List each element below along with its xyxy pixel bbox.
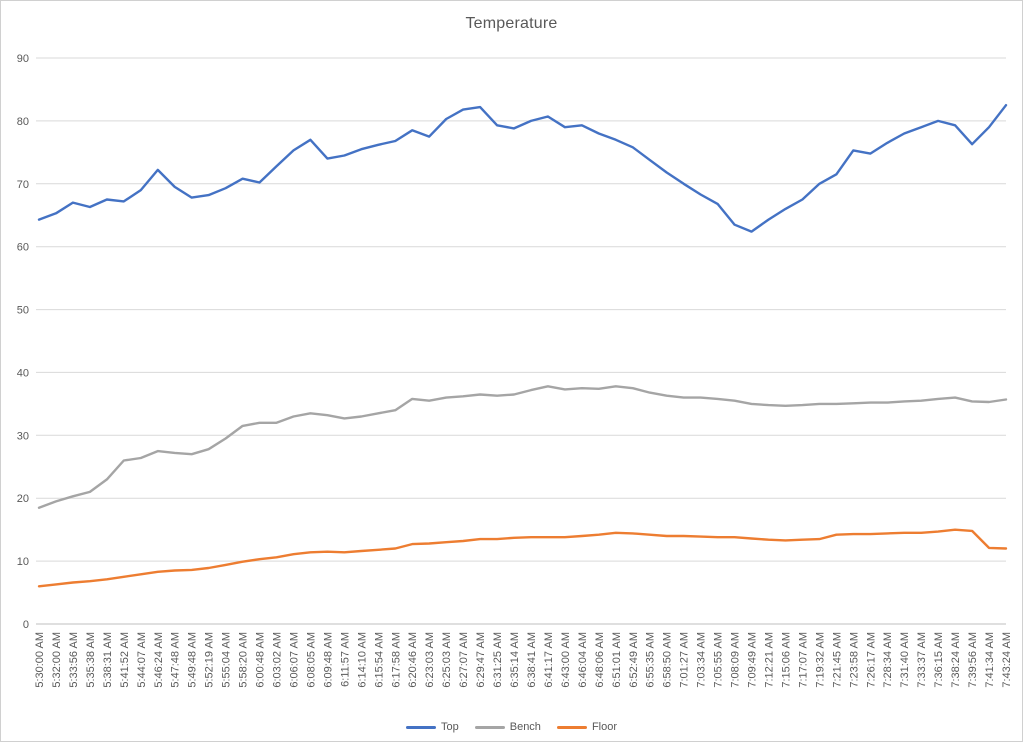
legend-label-floor: Floor [591, 721, 617, 733]
y-axis-tick-label: 90 [17, 53, 29, 65]
y-axis-tick-label: 80 [17, 116, 29, 128]
x-axis-tick-label: 5:44:07 AM [136, 632, 148, 688]
y-axis-tick-label: 10 [17, 556, 29, 568]
y-axis-tick-label: 30 [17, 430, 29, 442]
legend-item-floor[interactable]: Floor [556, 721, 617, 733]
x-axis-tick-label: 7:15:06 AM [781, 632, 793, 688]
x-axis-tick-label: 6:51:01 AM [611, 632, 623, 688]
x-axis-tick-label: 7:26:17 AM [865, 632, 877, 688]
x-axis-tick-label: 5:41:52 AM [119, 632, 131, 688]
series-line-top [37, 103, 1008, 233]
x-axis-tick-label: 6:15:54 AM [373, 632, 385, 688]
series-line-bench [37, 385, 1008, 509]
chart-legend: Top Bench Floor [1, 721, 1022, 733]
legend-label-bench: Bench [509, 721, 541, 733]
x-axis-tick-label: 6:35:14 AM [509, 632, 521, 688]
x-axis-tick-label: 6:20:46 AM [407, 632, 419, 688]
x-axis-tick-label: 7:43:24 AM [1001, 632, 1013, 688]
x-axis-tick-label: 5:47:48 AM [170, 632, 182, 688]
x-axis-tick-label: 6:14:10 AM [356, 632, 368, 688]
x-axis-tick-label: 6:58:50 AM [662, 632, 674, 688]
x-axis-tick-label: 6:08:05 AM [305, 632, 317, 688]
x-axis-tick-label: 7:21:45 AM [831, 632, 843, 688]
x-axis-tick-label: 6:06:07 AM [289, 632, 301, 688]
x-axis-tick-label: 6:09:48 AM [322, 632, 334, 688]
x-axis-tick-label: 5:35:38 AM [85, 632, 97, 688]
x-axis-tick-label: 6:48:06 AM [594, 632, 606, 688]
y-axis-tick-label: 0 [23, 619, 29, 631]
x-axis-tick-label: 6:23:03 AM [424, 632, 436, 688]
x-axis-tick-label: 6:11:57 AM [339, 632, 351, 687]
x-axis-tick-label: 6:55:35 AM [645, 632, 657, 688]
x-axis-tick-label: 7:01:27 AM [679, 632, 691, 688]
x-axis-tick-label: 6:29:47 AM [475, 632, 487, 688]
x-axis-tick-label: 7:23:58 AM [848, 632, 860, 688]
y-axis-tick-label: 60 [17, 242, 29, 254]
y-axis-tick-label: 50 [17, 305, 29, 317]
x-axis-tick-label: 7:12:21 AM [764, 632, 776, 688]
legend-label-top: Top [440, 721, 459, 733]
x-axis-tick-label: 5:58:20 AM [238, 632, 250, 688]
x-axis-tick-label: 6:17:58 AM [390, 632, 402, 688]
series-line-floor [37, 528, 1008, 588]
x-axis-tick-label: 7:05:55 AM [713, 632, 725, 688]
x-axis-tick-label: 7:03:34 AM [696, 632, 708, 688]
x-axis-tick-label: 7:31:40 AM [899, 632, 911, 688]
x-axis-tick-label: 7:41:34 AM [984, 632, 996, 688]
x-axis-tick-label: 7:38:24 AM [950, 632, 962, 688]
x-axis-tick-label: 5:55:04 AM [221, 632, 233, 688]
legend-item-bench[interactable]: Bench [474, 721, 541, 733]
x-axis-tick-label: 5:32:00 AM [51, 632, 63, 688]
x-axis-tick-label: 7:39:56 AM [967, 632, 979, 688]
x-axis-tick-label: 7:36:15 AM [933, 632, 945, 688]
x-axis-tick-label: 6:52:49 AM [628, 632, 640, 688]
x-axis-tick-label: 6:43:00 AM [560, 632, 572, 688]
legend-item-top[interactable]: Top [405, 721, 459, 733]
x-axis-tick-label: 7:28:34 AM [882, 632, 894, 688]
x-axis-tick-label: 5:49:48 AM [187, 632, 199, 688]
x-axis-tick-label: 5:46:24 AM [153, 632, 165, 688]
x-axis-tick-label: 7:33:37 AM [916, 632, 928, 688]
x-axis-tick-label: 6:31:25 AM [492, 632, 504, 688]
x-axis-tick-label: 6:25:03 AM [441, 632, 453, 688]
x-axis-tick-label: 7:17:07 AM [797, 632, 809, 688]
y-axis-tick-label: 70 [17, 179, 29, 191]
x-axis-tick-label: 7:19:32 AM [814, 632, 826, 688]
legend-swatch-bench [474, 725, 505, 729]
y-axis-tick-label: 20 [17, 493, 29, 505]
chart-title: Temperature [465, 15, 558, 32]
x-axis-tick-label: 6:27:07 AM [458, 632, 470, 688]
y-axis-tick-label: 40 [17, 367, 29, 379]
x-axis-tick-label: 6:41:17 AM [543, 632, 555, 688]
x-axis-tick-label: 6:38:41 AM [526, 632, 538, 688]
x-axis-tick-label: 5:33:56 AM [68, 632, 80, 688]
x-axis-tick-label: 5:38:31 AM [102, 632, 114, 688]
x-axis-tick-label: 7:09:49 AM [747, 632, 759, 688]
x-axis-tick-label: 6:46:04 AM [577, 632, 589, 688]
x-axis-tick-label: 5:52:19 AM [204, 632, 216, 688]
x-axis-tick-label: 6:00:48 AM [255, 632, 267, 688]
legend-swatch-floor [556, 725, 587, 729]
x-axis-tick-label: 5:30:00 AM [34, 632, 46, 688]
legend-swatch-top [405, 725, 436, 729]
x-axis-tick-label: 6:03:02 AM [272, 632, 284, 688]
x-axis-tick-label: 7:08:09 AM [730, 632, 742, 688]
